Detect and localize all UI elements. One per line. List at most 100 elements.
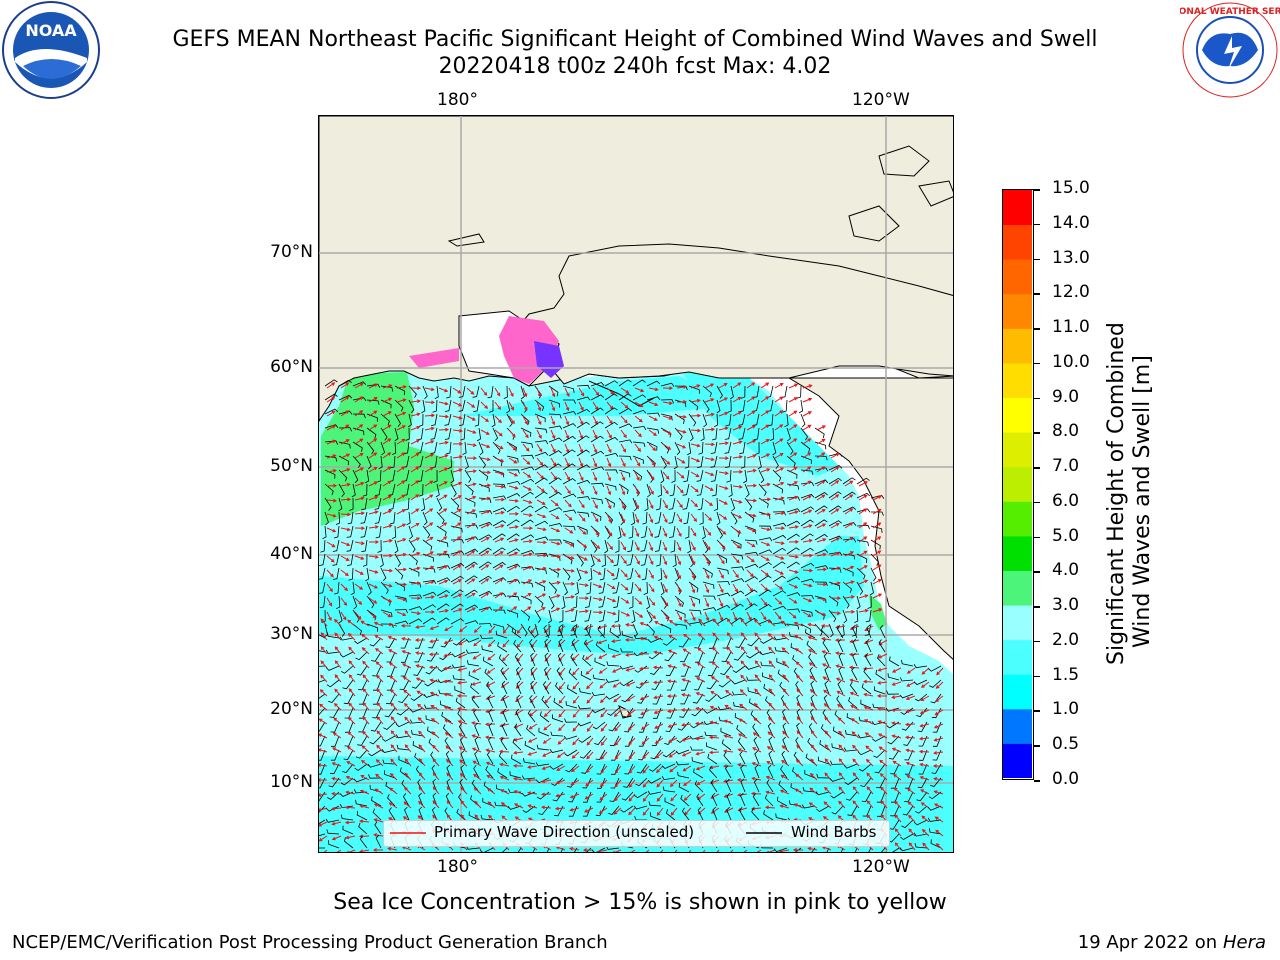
wind-barb xyxy=(319,679,326,683)
wave-direction-arrow xyxy=(508,429,516,438)
wave-direction-arrow xyxy=(487,801,496,809)
wave-direction-arrow xyxy=(466,443,477,447)
wave-direction-arrow xyxy=(850,718,860,725)
wave-direction-arrow xyxy=(485,761,496,767)
wind-barb xyxy=(450,497,460,510)
colorbar-tick-label: 12.0 xyxy=(1052,282,1090,303)
wave-direction-arrow xyxy=(457,667,468,672)
wave-direction-arrow xyxy=(527,791,538,795)
wave-direction-arrow xyxy=(597,849,608,852)
wave-direction-arrow xyxy=(508,387,514,398)
wave-direction-arrow xyxy=(368,569,379,574)
wind-barb xyxy=(660,382,675,387)
wave-direction-arrow xyxy=(452,550,462,557)
wave-direction-arrow xyxy=(872,550,882,557)
wave-direction-arrow xyxy=(319,807,328,812)
wind-barb xyxy=(492,593,507,598)
wind-barb xyxy=(733,701,746,709)
wind-barb xyxy=(904,777,914,789)
wave-direction-arrow xyxy=(606,513,612,523)
wind-barb xyxy=(877,805,886,817)
wave-direction-arrow xyxy=(723,719,734,725)
wave-direction-arrow xyxy=(572,709,580,718)
wind-barb xyxy=(828,465,843,471)
wind-barb xyxy=(579,749,592,759)
wave-direction-arrow xyxy=(653,695,664,700)
wind-barb xyxy=(492,495,507,500)
wave-direction-arrow xyxy=(921,667,930,675)
wind-barb xyxy=(621,791,634,801)
wind-barb xyxy=(724,427,732,440)
wave-direction-arrow xyxy=(908,814,916,823)
wind-barb xyxy=(562,478,576,485)
wave-direction-arrow xyxy=(388,649,398,655)
wave-direction-arrow xyxy=(732,425,743,431)
wind-barb xyxy=(325,818,340,823)
wave-direction-arrow xyxy=(376,730,384,739)
wave-direction-arrow xyxy=(360,759,370,767)
wave-direction-arrow xyxy=(740,618,748,627)
wave-direction-arrow xyxy=(569,847,580,851)
wave-direction-arrow xyxy=(795,759,804,767)
wave-direction-arrow xyxy=(676,414,687,419)
wave-direction-arrow xyxy=(606,569,615,577)
wave-direction-arrow xyxy=(796,688,804,697)
wave-direction-arrow xyxy=(932,764,944,768)
wave-direction-arrow xyxy=(774,382,784,389)
wave-direction-arrow xyxy=(382,384,393,389)
wind-barb xyxy=(856,477,870,485)
wave-direction-arrow xyxy=(816,523,827,529)
wave-direction-arrow xyxy=(625,667,636,672)
wave-direction-arrow xyxy=(690,527,697,537)
wave-direction-arrow xyxy=(676,471,685,479)
wave-direction-arrow xyxy=(340,482,351,487)
wind-barb xyxy=(615,540,620,553)
wind-barb xyxy=(918,735,928,747)
wave-direction-arrow xyxy=(418,758,426,767)
wave-direction-arrow xyxy=(922,842,930,851)
wave-direction-arrow xyxy=(648,499,654,510)
wave-direction-arrow xyxy=(418,800,426,809)
wave-direction-arrow xyxy=(907,801,916,809)
wind-barb xyxy=(786,623,800,630)
wave-direction-arrow xyxy=(858,536,868,543)
wave-direction-arrow xyxy=(639,622,650,627)
wave-direction-arrow xyxy=(863,692,874,697)
wave-direction-arrow xyxy=(543,723,552,731)
wind-barb xyxy=(319,749,326,761)
wind-barb xyxy=(374,821,382,835)
wind-barb xyxy=(595,641,606,653)
wave-direction-arrow xyxy=(718,513,728,520)
wind-barb xyxy=(758,575,772,583)
wave-direction-arrow xyxy=(508,565,518,571)
wind-barb xyxy=(458,723,466,737)
wind-barb xyxy=(478,441,484,456)
wind-barb xyxy=(390,455,396,469)
wind-barb xyxy=(342,825,354,835)
wave-direction-arrow xyxy=(760,527,771,532)
wind-barb xyxy=(661,763,676,769)
wave-direction-arrow xyxy=(667,679,678,684)
wave-direction-arrow xyxy=(802,583,813,588)
wind-barb xyxy=(817,756,830,765)
wind-barb xyxy=(800,441,811,453)
wave-direction-arrow xyxy=(556,751,566,758)
wind-barb xyxy=(736,724,746,737)
wave-direction-arrow xyxy=(891,695,902,699)
wave-direction-arrow xyxy=(682,648,692,655)
wave-direction-arrow xyxy=(877,667,888,672)
wave-direction-arrow xyxy=(760,453,771,459)
wind-barb xyxy=(716,581,730,586)
wind-barb xyxy=(590,482,605,487)
wind-barb xyxy=(527,625,536,639)
wind-barb xyxy=(866,624,872,639)
wind-barb xyxy=(899,847,914,852)
wave-direction-arrow xyxy=(612,681,622,688)
wind-barb xyxy=(852,638,858,653)
wind-barb xyxy=(548,581,557,594)
wave-direction-arrow xyxy=(676,541,682,552)
wave-direction-arrow xyxy=(480,592,490,599)
wave-direction-arrow xyxy=(821,637,832,641)
wave-direction-arrow xyxy=(564,527,574,534)
wave-direction-arrow xyxy=(354,467,365,473)
